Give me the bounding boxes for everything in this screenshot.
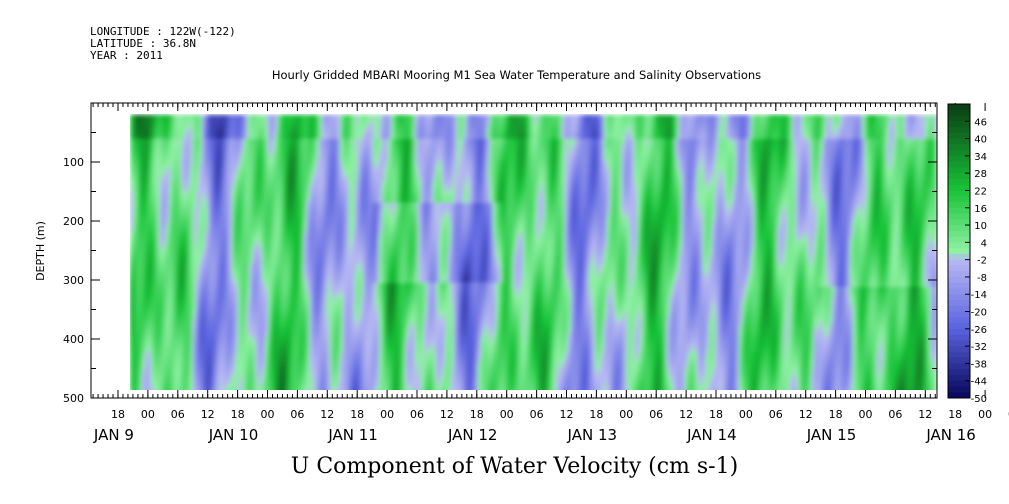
heatmap-cell <box>331 391 335 396</box>
heatmap-cell <box>250 391 254 396</box>
heatmap-cell <box>214 391 218 396</box>
heatmap-cell <box>298 391 302 396</box>
heatmap-cell <box>253 391 257 396</box>
heatmap-cell <box>268 391 272 396</box>
heatmap-cell <box>223 391 227 396</box>
heatmap-cell <box>295 391 299 396</box>
heatmap-cell <box>148 391 152 396</box>
heatmap-cell <box>313 391 317 396</box>
heatmap-cell <box>178 391 182 396</box>
heatmap-cell <box>265 391 269 396</box>
heatmap-cell <box>280 391 284 396</box>
velocity-heatmap-chart: 18 00 06 12 18 00 06 12 18 00 06 12 18 00 06 12 18 00 06 12… <box>0 0 1009 504</box>
heatmap-cell <box>133 391 137 396</box>
heatmap-cell <box>283 391 287 396</box>
heatmap-cell <box>169 391 173 396</box>
heatmap-cell <box>238 391 242 396</box>
heatmap-cell <box>310 391 314 396</box>
heatmap-cell <box>328 391 332 396</box>
heatmap-cell <box>193 391 197 396</box>
heatmap-cell <box>139 391 143 396</box>
heatmap-cells <box>130 115 938 396</box>
heatmap-cell <box>199 391 203 396</box>
heatmap-cell <box>208 391 212 396</box>
heatmap-cell <box>163 391 167 396</box>
heatmap-cell <box>244 391 248 396</box>
heatmap-cell <box>154 391 158 396</box>
heatmap-field <box>130 115 938 396</box>
heatmap-cell <box>184 391 188 396</box>
heatmap-cell <box>229 391 233 396</box>
